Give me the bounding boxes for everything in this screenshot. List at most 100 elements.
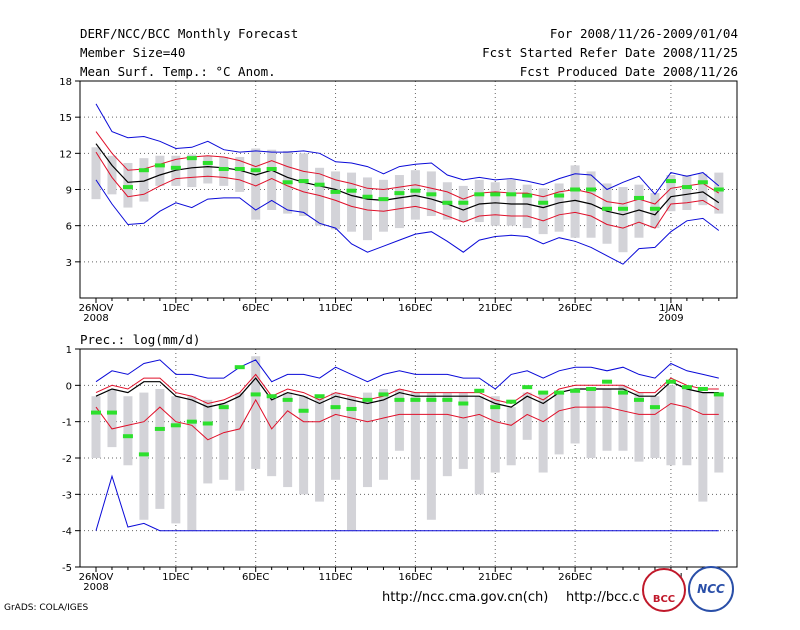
spread-bar: [362, 392, 372, 488]
obs-marker: [362, 397, 373, 402]
obs-marker: [522, 385, 533, 390]
x-tick-label: 11DEC: [319, 303, 353, 314]
spread-bar: [538, 188, 548, 235]
spread-bar: [506, 407, 516, 466]
obs-marker: [138, 168, 149, 173]
spread-bar: [634, 184, 644, 238]
y-tick-label: -4: [62, 527, 72, 538]
obs-marker: [697, 180, 708, 185]
spread-bar: [123, 396, 133, 466]
obs-marker: [713, 187, 724, 192]
x-tick-label: 21DEC: [478, 303, 512, 314]
outer-upper-line: [95, 103, 720, 196]
obs-marker: [665, 179, 676, 184]
obs-marker: [314, 394, 325, 399]
spread-bar: [618, 187, 628, 253]
y-tick-label: 0: [66, 381, 72, 392]
obs-marker: [346, 406, 357, 411]
obs-marker: [538, 200, 549, 205]
x-tick-label: 6DEC: [242, 572, 269, 583]
obs-marker: [602, 206, 613, 211]
outer-lower-line: [95, 474, 719, 532]
url-en[interactable]: http://bcc.c: [566, 590, 640, 605]
spread-bar: [442, 392, 452, 477]
obs-marker: [474, 192, 485, 197]
spread-bar: [426, 392, 436, 520]
y-tick-label: 1: [66, 345, 72, 356]
produced-date: Fcst Produced Date 2008/11/26: [519, 64, 738, 79]
obs-marker: [522, 193, 533, 198]
spread-bar: [315, 167, 325, 226]
forecast-period: For 2008/11/26-2009/01/04: [549, 26, 738, 41]
obs-marker: [554, 193, 565, 198]
inner-lower-line: [95, 398, 719, 441]
ensemble-mean-line: [95, 377, 719, 408]
spread-bar: [331, 392, 341, 480]
inner-upper-line: [95, 373, 719, 405]
url-ch[interactable]: http://ncc.cma.gov.cn(ch): [382, 590, 549, 605]
x-tick-label: 1JAN: [659, 303, 682, 314]
outer-lower-line: [95, 179, 720, 265]
spread-bar: [139, 158, 149, 202]
spread-bar: [315, 396, 325, 502]
spread-bar: [410, 392, 420, 480]
spread-bar: [91, 147, 101, 200]
obs-marker: [378, 392, 389, 397]
grads-credit: GrADS: COLA/IGES: [4, 603, 89, 613]
obs-marker: [538, 390, 549, 395]
spread-bar: [698, 173, 708, 206]
inner-lower-line: [95, 151, 720, 229]
spread-bar: [235, 392, 245, 491]
spread-bar: [394, 175, 404, 229]
obs-marker: [649, 206, 660, 211]
spread-bar: [602, 388, 612, 451]
obs-marker: [346, 188, 357, 193]
spread-bar: [474, 396, 484, 495]
spread-bar: [219, 403, 229, 480]
obs-marker: [458, 200, 469, 205]
obs-marker: [697, 386, 708, 391]
spread-bar: [586, 388, 596, 458]
spread-bar: [378, 179, 388, 232]
obs-marker: [665, 379, 676, 384]
spread-bar: [714, 172, 724, 214]
ensemble-mean-line: [95, 143, 720, 216]
obs-marker: [282, 180, 293, 185]
obs-marker: [474, 388, 485, 393]
spread-bar: [219, 156, 229, 186]
spread-bar: [267, 149, 277, 210]
spread-bar: [602, 183, 612, 244]
obs-marker: [426, 192, 437, 197]
ncc-logo: NCC: [688, 566, 734, 612]
obs-marker: [186, 419, 197, 424]
obs-marker: [266, 394, 277, 399]
obs-marker: [314, 182, 325, 187]
obs-marker: [426, 397, 437, 402]
y-tick-label: 6: [66, 222, 72, 233]
x-tick-label: 26DEC: [558, 572, 592, 583]
obs-marker: [570, 187, 581, 192]
obs-marker: [490, 405, 501, 410]
x-tick-label: 26NOV: [79, 303, 114, 314]
spread-bar: [490, 182, 500, 226]
obs-marker: [250, 168, 261, 173]
spread-bar: [155, 388, 165, 509]
x-tick-label: 1DEC: [162, 303, 189, 314]
spread-bar: [171, 396, 181, 524]
spread-bar: [522, 184, 532, 229]
spread-bar: [155, 155, 165, 186]
obs-marker: [154, 426, 165, 431]
obs-marker: [298, 179, 309, 184]
spread-bar: [490, 396, 500, 473]
started-date: Fcst Started Refer Date 2008/11/25: [482, 45, 738, 60]
spread-bar: [666, 385, 676, 466]
x-tick-label: 11DEC: [319, 572, 353, 583]
obs-marker: [681, 185, 692, 190]
bcc-logo-text: BCC: [652, 594, 676, 605]
obs-marker: [170, 423, 181, 428]
spread-bar: [682, 388, 692, 466]
spread-bar: [299, 153, 309, 217]
obs-marker: [330, 405, 341, 410]
obs-marker: [218, 405, 229, 410]
ncc-logo-text: NCC: [697, 582, 725, 596]
